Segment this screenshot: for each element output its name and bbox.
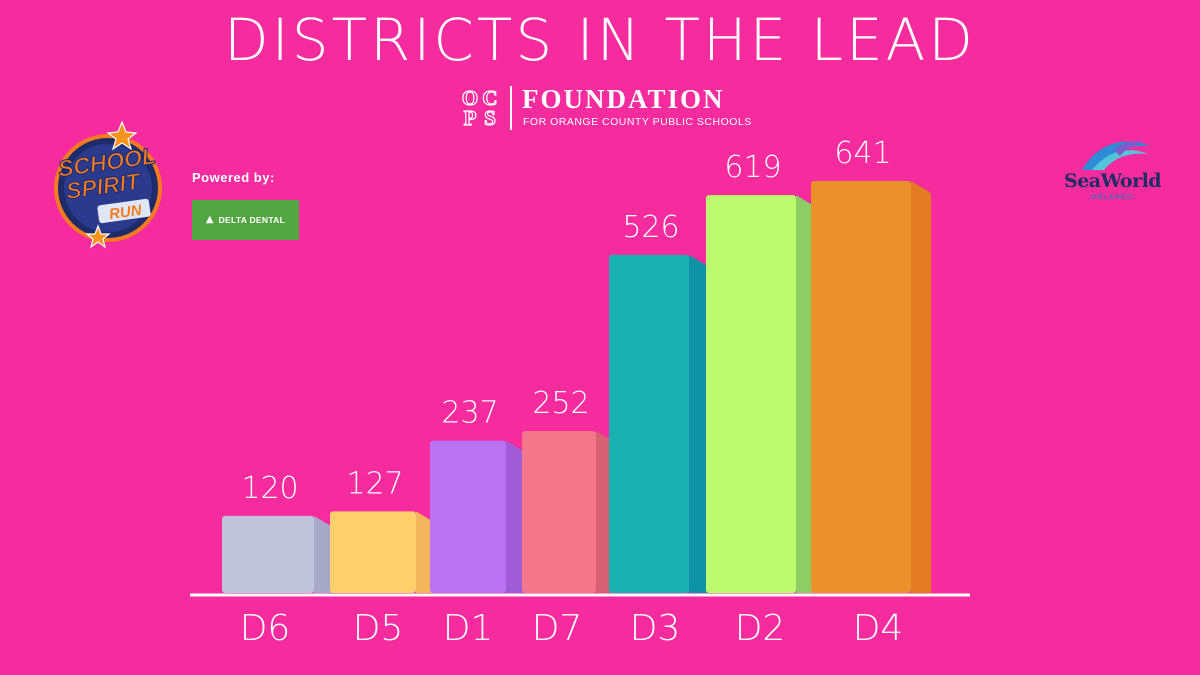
ocps-divider bbox=[510, 86, 512, 130]
ocps-foundation-logo: O C P S FOUNDATION FOR ORANGE COUNTY PUB… bbox=[460, 84, 752, 132]
bar bbox=[430, 440, 506, 593]
bar-value-label: 526 bbox=[622, 210, 679, 245]
x-tick-label: D2 bbox=[735, 608, 786, 649]
school-spirit-run-logo: SCHOOL SPIRIT RUN bbox=[54, 120, 162, 249]
ocps-letter: C bbox=[482, 86, 498, 110]
bar bbox=[609, 254, 689, 593]
ocps-letter: O bbox=[461, 86, 479, 110]
bar-side bbox=[314, 515, 334, 593]
bar-group bbox=[706, 195, 816, 593]
ocps-foundation-subtitle: FOR ORANGE COUNTY PUBLIC SCHOOLS bbox=[523, 116, 752, 128]
bar bbox=[706, 195, 796, 593]
ssr-star-icon bbox=[106, 120, 138, 151]
bar-group bbox=[430, 440, 526, 593]
bar-value-label: 641 bbox=[834, 136, 891, 171]
ssr-run-banner bbox=[97, 198, 151, 224]
bar-side bbox=[911, 181, 931, 593]
x-tick-label: D4 bbox=[853, 608, 904, 649]
bar-group bbox=[522, 431, 616, 593]
bar-value-label: 120 bbox=[241, 471, 298, 506]
delta-dental-logo: ▲ DELTA DENTAL bbox=[192, 200, 299, 240]
ssr-star-icon bbox=[85, 224, 111, 249]
bar bbox=[330, 511, 416, 593]
bar-group bbox=[222, 515, 334, 593]
bar-group bbox=[609, 254, 709, 593]
seaworld-name: SeaWorld bbox=[1064, 170, 1162, 192]
bar-value-label: 619 bbox=[724, 150, 781, 185]
powered-by-label: Powered by: bbox=[192, 170, 275, 185]
x-tick-label: D1 bbox=[443, 608, 494, 649]
bar-side bbox=[689, 254, 709, 593]
x-tick-label: D6 bbox=[240, 608, 291, 649]
delta-triangle-icon: ▲ bbox=[205, 214, 214, 225]
bar-value-label: 127 bbox=[346, 466, 403, 501]
bar-group bbox=[811, 181, 931, 593]
x-tick-label: D7 bbox=[532, 608, 583, 649]
chart-title: DISTRICTS IN THE LEAD bbox=[224, 6, 976, 74]
delta-dental-name: DELTA DENTAL bbox=[218, 215, 286, 225]
ssr-line3: RUN bbox=[108, 202, 144, 224]
x-tick-label: D3 bbox=[630, 608, 681, 649]
x-tick-label: D5 bbox=[353, 608, 404, 649]
bar-value-label: 237 bbox=[441, 396, 498, 431]
ocps-letter-grid: O C P S bbox=[460, 86, 500, 130]
ocps-foundation-name: FOUNDATION bbox=[522, 84, 725, 114]
seaworld-wave-icon bbox=[1082, 141, 1150, 170]
ocps-letter: P bbox=[463, 106, 477, 130]
bar-side bbox=[506, 440, 526, 593]
seaworld-logo: SeaWorld ORLANDO bbox=[1064, 136, 1162, 212]
bar bbox=[222, 515, 314, 593]
bar bbox=[522, 431, 596, 593]
seaworld-subtitle: ORLANDO bbox=[1090, 194, 1134, 201]
ocps-letter: S bbox=[484, 106, 497, 130]
bar-group bbox=[330, 511, 436, 593]
bar bbox=[811, 181, 911, 593]
bar-value-label: 252 bbox=[532, 386, 589, 421]
